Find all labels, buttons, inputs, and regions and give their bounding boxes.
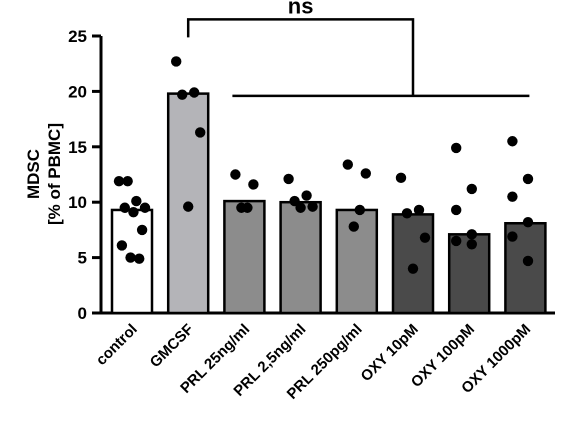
data-point [116,240,128,251]
ns-label: ns [288,0,314,18]
data-point [522,216,534,228]
y-axis-title-line2: [% of PBMC] [45,123,64,225]
data-point [507,191,518,202]
y-ticks: 0 5 10 15 20 25 [68,27,101,323]
bars [110,92,547,315]
data-point [183,201,194,212]
significance-annotation: ns [186,0,530,98]
data-point [419,232,431,243]
data-point [451,204,462,216]
data-points [113,56,534,274]
y-tick-label: 5 [78,249,87,268]
data-point [139,202,151,213]
data-point [401,208,413,219]
data-point [289,195,300,207]
data-point [354,204,365,216]
y-tick-label: 10 [68,193,87,212]
data-point [348,221,359,232]
category-label: control [93,321,141,369]
y-tick-label: 20 [68,82,87,101]
data-point [451,142,462,154]
data-point [466,183,477,195]
bar [279,200,322,315]
data-point [125,252,136,263]
significance-bracket [186,18,415,96]
y-axis-title-line1: MDSC [24,149,43,199]
y-tick-label: 15 [68,138,87,157]
data-point [295,202,306,213]
data-point [522,255,534,267]
data-point [195,127,206,138]
data-point [360,168,371,179]
data-point [119,202,130,213]
data-point [413,204,425,216]
data-point [507,136,518,147]
data-point [307,201,318,212]
data-point [451,235,462,247]
data-point [189,87,200,98]
bar [223,199,266,315]
data-point [171,56,182,67]
data-point [466,229,477,240]
data-point [236,202,247,213]
data-point [248,179,259,190]
data-point [113,175,125,187]
data-point [122,175,133,187]
data-point [466,239,477,250]
data-point [507,231,518,242]
data-point [177,89,188,100]
data-point [301,190,312,201]
bar [391,213,435,315]
data-point [522,173,534,185]
data-point [407,263,419,274]
data-point [342,159,353,170]
data-point [283,173,294,185]
y-tick-label: 25 [68,27,87,46]
y-tick-label: 0 [78,304,87,323]
data-point [131,195,142,207]
data-point [136,224,148,236]
category-label: GMCSF [147,321,197,371]
data-point [230,169,241,180]
data-point [134,253,145,264]
data-point [128,206,139,218]
data-point [395,172,407,184]
